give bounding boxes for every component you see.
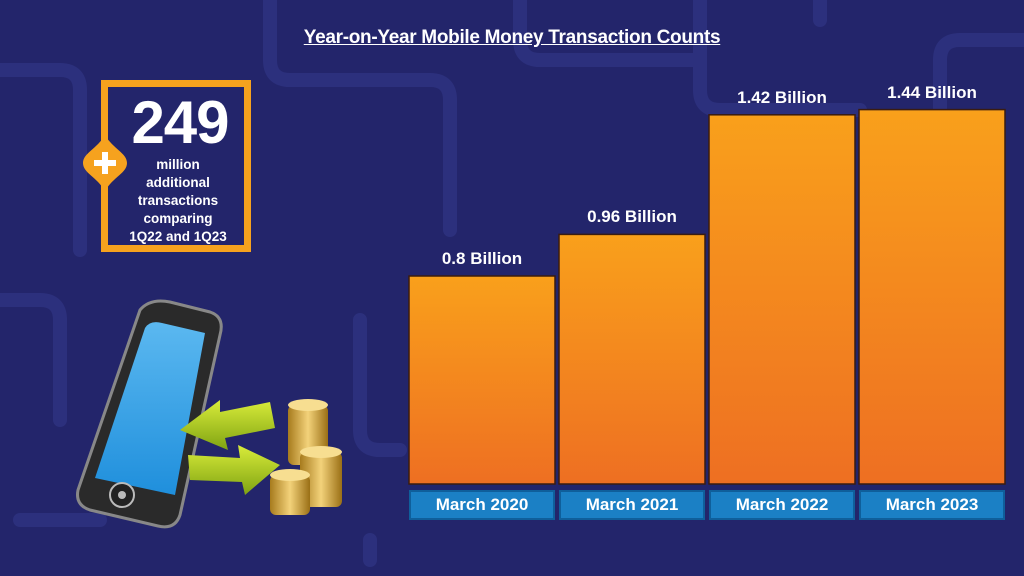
category-label: March 2022 [709,490,855,520]
coins-stack-icon [270,399,342,515]
bar-value-label: 0.8 Billion [441,249,523,268]
callout-line: transactions [137,193,219,208]
callout-line: additional [146,175,210,190]
chart-title: Year-on-Year Mobile Money Transaction Co… [303,27,721,48]
callout-line: 1Q22 and 1Q23 [129,229,227,244]
callout-line: comparing [143,211,213,226]
bar [708,114,856,485]
bar-value-label: 1.42 Billion [737,87,827,107]
phone-coins-illustration [76,299,342,529]
phone-icon [76,299,223,529]
callout-number: 249 [131,89,229,156]
callout-line: million [156,157,200,172]
callout-description: million additional transactions comparin… [128,156,228,246]
bar [858,108,1006,485]
category-label: March 2021 [559,490,705,520]
bar-value-label: 1.44 Billion [887,82,977,102]
bar-value-label: 0.96 Billion [587,207,677,227]
category-label: March 2023 [859,490,1005,520]
transfer-arrows-icon [180,400,280,495]
bar [408,275,556,485]
bar [558,233,706,485]
category-label: March 2020 [409,490,555,520]
plus-icon [83,135,127,191]
